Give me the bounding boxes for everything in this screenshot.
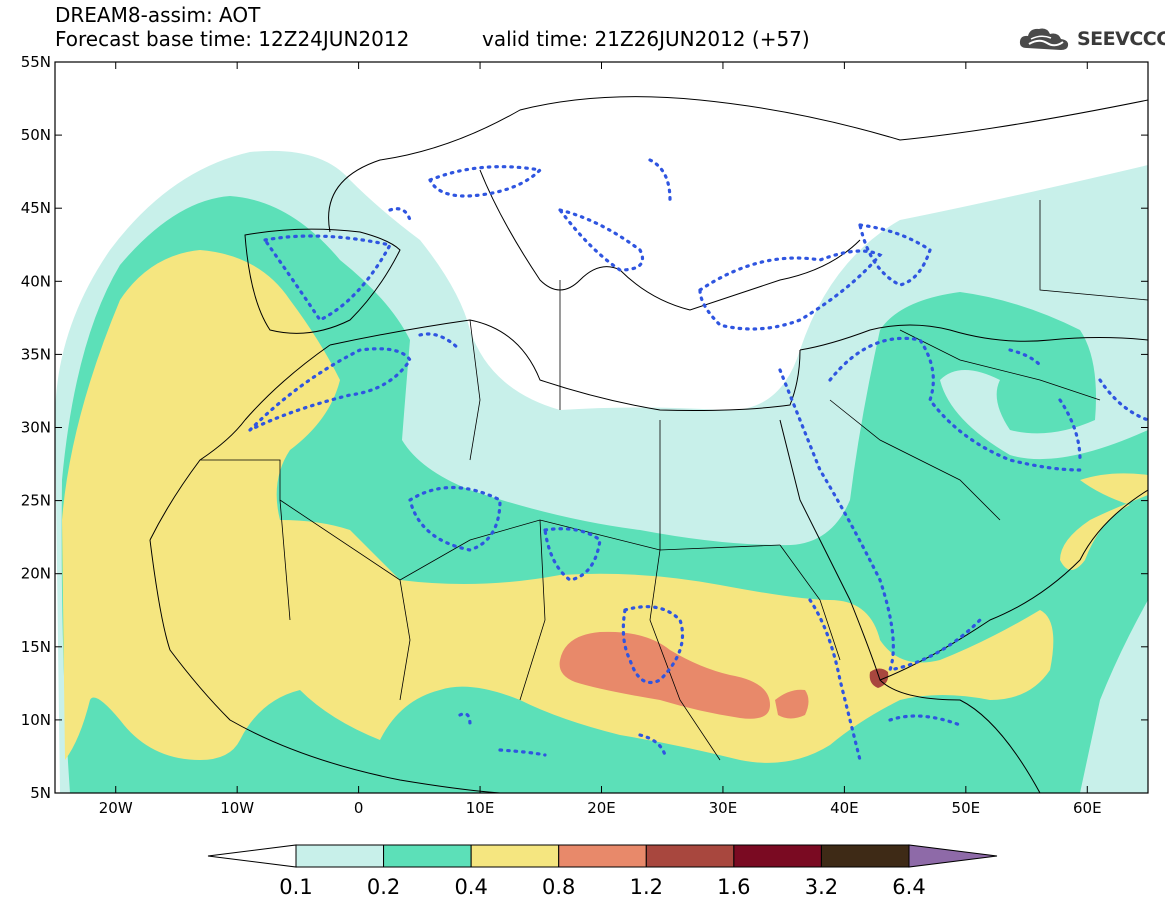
lon-label: 20W <box>99 799 133 817</box>
colorbar-box <box>733 844 822 868</box>
lat-label: 45N <box>21 199 51 217</box>
lat-label: 40N <box>21 272 51 290</box>
valid-time: valid time: 21Z26JUN2012 (+57) <box>482 27 810 51</box>
coastlines <box>149 96 1148 793</box>
lat-label: 35N <box>21 345 51 363</box>
lon-label: 40E <box>830 799 859 817</box>
lat-label: 55N <box>21 53 51 71</box>
colorbar-level-label: 1.6 <box>717 875 750 899</box>
aot-0.4-region <box>62 250 1054 763</box>
colorbar-box <box>383 844 472 868</box>
colorbar-box <box>820 844 910 868</box>
lat-label: 10N <box>21 711 51 729</box>
colorbar-box <box>295 844 385 868</box>
longitude-axis: 20W 10W 0 10E 20E 30E 40E 50E 60E <box>99 62 1102 817</box>
map-title: DREAM8-assim: AOT <box>55 3 261 27</box>
colorbar-box <box>470 844 560 868</box>
colorbar-level-label: 0.4 <box>454 875 487 899</box>
lon-label: 20E <box>587 799 616 817</box>
dotted-contours <box>248 158 1148 762</box>
borders <box>200 200 1148 761</box>
lat-label: 30N <box>21 419 51 437</box>
logo-text: SEEVCCC <box>1077 28 1165 50</box>
colorbar-level-label: 0.1 <box>279 875 312 899</box>
colorbar-level-label: 0.8 <box>542 875 575 899</box>
lon-label: 30E <box>709 799 738 817</box>
colorbar-box <box>645 844 735 868</box>
cloud-icon <box>1019 28 1069 50</box>
lat-label: 50N <box>21 126 51 144</box>
forecast-base-time: Forecast base time: 12Z24JUN2012 <box>55 27 410 51</box>
aot-0.8-region-east <box>775 689 809 719</box>
latitude-axis: 55N 50N 45N 40N 35N 30N 25N 20N 15N 10N 5N <box>21 53 1148 802</box>
colorbar-over-triangle <box>908 844 998 868</box>
lat-label: 5N <box>30 784 51 802</box>
lon-label: 10E <box>466 799 495 817</box>
lon-label: 0 <box>354 799 364 817</box>
lon-label: 10W <box>220 799 254 817</box>
lat-label: 15N <box>21 638 51 656</box>
colorbar-under-triangle <box>207 844 297 868</box>
seevccc-logo: SEEVCCC <box>1017 24 1165 54</box>
map-area <box>55 62 1148 793</box>
lat-label: 25N <box>21 492 51 510</box>
colorbar-level-label: 3.2 <box>805 875 838 899</box>
lon-label: 50E <box>952 799 981 817</box>
colorbar-boxes <box>207 844 998 868</box>
colorbar-level-label: 1.2 <box>630 875 663 899</box>
lon-label: 60E <box>1073 799 1102 817</box>
colorbar-labels: 0.1 0.2 0.4 0.8 1.2 1.6 3.2 6.4 <box>279 875 925 899</box>
colorbar-level-label: 0.2 <box>367 875 400 899</box>
lat-label: 20N <box>21 565 51 583</box>
colorbar-level-label: 6.4 <box>892 875 925 899</box>
colorbar-box <box>558 844 647 868</box>
aot-0.4-region-arabia <box>1060 473 1148 570</box>
